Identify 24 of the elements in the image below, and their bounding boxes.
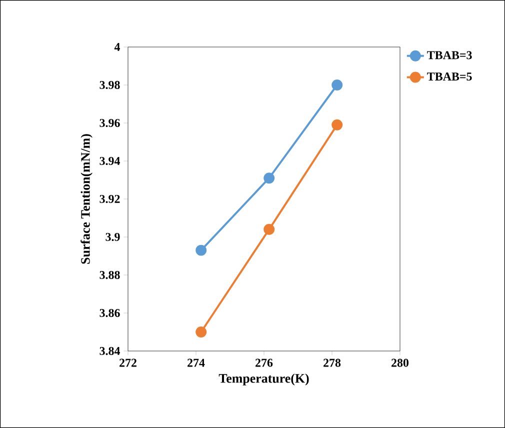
point <box>196 326 207 338</box>
y-tick-label: 3.98 <box>100 80 120 90</box>
point <box>196 244 207 256</box>
y-tick-label: 3.9 <box>106 232 120 242</box>
y-tick-label: 4 <box>114 43 120 51</box>
y-tick-label: 3.88 <box>100 270 120 280</box>
y-tick-label: 3.96 <box>100 118 120 128</box>
y-tick-label: 3.94 <box>100 156 120 166</box>
x-tick-label: 278 <box>324 358 341 367</box>
x-tick-label: 274 <box>188 358 205 367</box>
point <box>264 224 275 235</box>
y-axis-title: Surface Tention(mN/m) <box>80 134 92 264</box>
legend-label: TBAB=5 <box>427 72 472 81</box>
y-tick-label: 3.86 <box>100 308 120 318</box>
x-tick-label: 272 <box>120 358 136 367</box>
x-tick-label: 276 <box>256 358 273 367</box>
y-tick-label: 3.84 <box>100 346 120 356</box>
x-axis-title: Temperature(K) <box>218 374 309 386</box>
y-tick-label: 3.92 <box>100 194 120 204</box>
point <box>332 80 343 90</box>
point <box>332 119 343 130</box>
x-tick-label: 280 <box>392 358 408 367</box>
point <box>264 172 275 184</box>
legend-label: TBAB=3 <box>427 51 472 60</box>
